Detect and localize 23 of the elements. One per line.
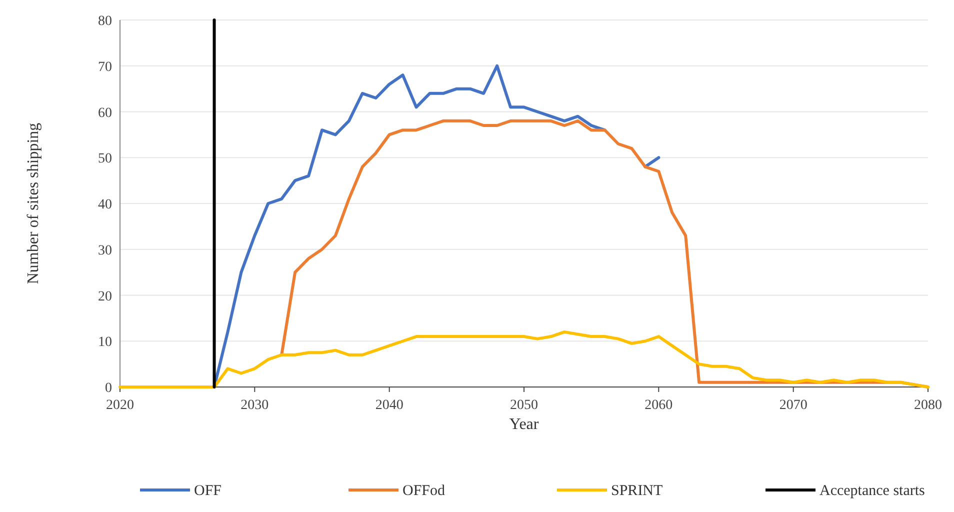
x-tick-label: 2050 [510,398,538,413]
x-tick-label: 2080 [914,398,942,413]
y-tick-label: 50 [98,152,112,167]
y-tick-label: 10 [98,335,112,350]
legend-label: Acceptance starts [820,483,926,499]
y-tick-label: 20 [98,289,112,304]
legend-label: OFFod [402,483,446,499]
y-tick-label: 40 [98,198,112,212]
y-axis-title: Number of sites shipping [25,122,42,284]
y-tick-label: 0 [105,381,112,396]
x-axis-title: Year [509,416,540,433]
line-series [118,330,930,388]
y-tick-label: 80 [98,14,112,29]
x-tick-label: 2030 [240,398,269,413]
legend-label: SPRINT [611,483,663,499]
y-tick-label: 60 [98,106,112,121]
x-tick-label: 2040 [375,398,404,413]
legend-label: OFF [194,483,222,499]
y-tick-label: 30 [98,243,112,258]
y-tick-label: 70 [98,60,112,75]
x-tick-label: 2060 [644,398,673,413]
x-tick-label: 2070 [779,398,808,413]
x-tick-label: 2020 [106,398,134,413]
